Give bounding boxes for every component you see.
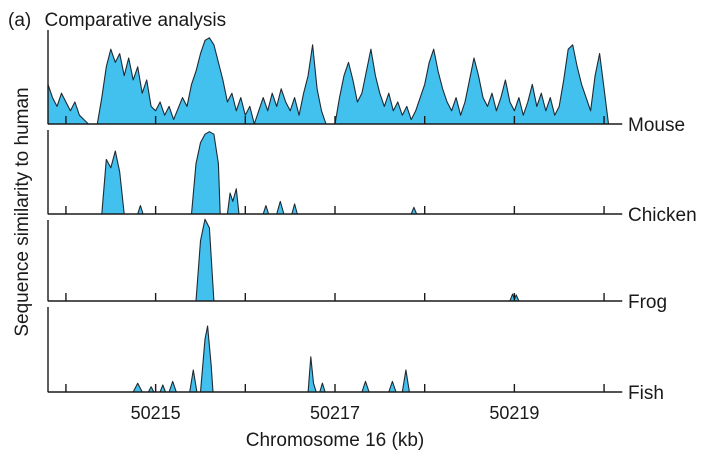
series-area-mouse	[47, 37, 623, 125]
series-label-fish: Fish	[628, 383, 664, 404]
chart-title-text: Comparative analysis	[45, 10, 227, 31]
panel-fish: Fish	[47, 307, 664, 404]
x-tick-label: 50215	[131, 403, 181, 423]
x-tick-label: 50217	[310, 403, 360, 423]
x-axis-label: Chromosome 16 (kb)	[246, 430, 424, 451]
x-tick-labels: 50215 50217 50219	[131, 403, 540, 423]
x-tick-label: 50219	[489, 403, 539, 423]
panel-mouse: Mouse	[47, 30, 685, 136]
chart-title: (a) Comparative analysis	[8, 10, 226, 31]
series-label-frog: Frog	[628, 292, 667, 313]
series-area-chicken	[47, 131, 623, 215]
panel-frog: Frog	[47, 218, 667, 313]
series-area-fish	[47, 325, 623, 393]
panel-chicken: Chicken	[47, 130, 697, 226]
series-label-chicken: Chicken	[628, 205, 697, 226]
panel-label: (a)	[8, 10, 31, 31]
series-label-mouse: Mouse	[628, 115, 685, 136]
y-axis-label: Sequence similarity to human	[12, 87, 33, 336]
panels: Mouse Chicken Frog Fish	[47, 30, 697, 404]
series-area-frog	[47, 218, 623, 302]
